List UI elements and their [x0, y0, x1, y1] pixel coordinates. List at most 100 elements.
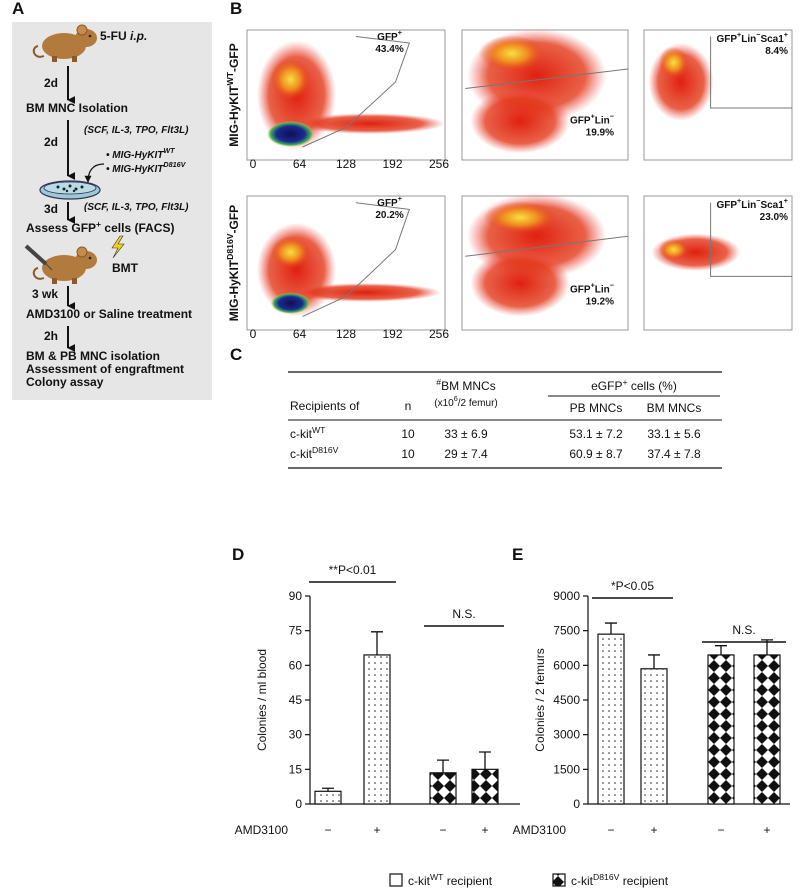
y-tick-label: 90	[289, 589, 303, 603]
table-header: PB MNCs	[570, 401, 623, 415]
x-tick-label: 192	[382, 327, 402, 341]
time-label: 3d	[44, 202, 58, 216]
density-blob	[270, 236, 311, 269]
gate	[710, 36, 792, 109]
text-run: Lin	[741, 34, 756, 45]
text-run: WT	[430, 872, 444, 882]
y-tick-label: 0	[295, 797, 302, 811]
text-run: BM MNCs	[441, 379, 496, 393]
text-run: 6	[454, 394, 458, 403]
table-cell: c-kitWT	[290, 425, 326, 441]
gate	[465, 235, 629, 257]
text-run: (x10	[434, 398, 454, 409]
density-blob	[266, 121, 315, 147]
y-tick-label: 1500	[553, 762, 580, 776]
x-row-label: AMD3100	[513, 823, 567, 837]
y-axis-label: Colonies / ml blood	[255, 649, 269, 751]
error-bar	[371, 631, 383, 655]
syringe-icon	[24, 244, 53, 271]
x-tick-label: 64	[293, 327, 307, 341]
x-tick-label: 128	[336, 157, 356, 171]
bar	[471, 768, 499, 805]
y-tick-label: 45	[289, 693, 303, 707]
y-tick-label: 0	[573, 797, 580, 811]
gate	[465, 68, 629, 89]
x-tick-label: 192	[382, 157, 402, 171]
error-bar	[322, 787, 334, 792]
panel-letter: C	[230, 345, 242, 364]
text-run: WT	[163, 146, 175, 155]
y-tick-label: 3000	[553, 728, 580, 742]
condition-text: (SCF, IL-3, TPO, Flt3L)	[84, 125, 189, 136]
vector-text: • MIG-HyKITWT	[106, 146, 175, 161]
y-tick-label: 60	[289, 658, 303, 672]
row-label: MIG-HyKITD816V-GFP	[225, 205, 241, 321]
gate-label: GFP+Lin−Sca1+	[716, 196, 788, 211]
radiation-icon	[111, 235, 125, 259]
text-run: Lin	[595, 116, 610, 127]
gate	[302, 202, 411, 318]
density-blob	[290, 283, 442, 302]
gate-label: GFP+	[377, 194, 402, 209]
density-blob	[483, 201, 557, 234]
bar	[597, 633, 625, 805]
text-run: D816V	[225, 233, 235, 260]
text-run: Sca1	[760, 34, 784, 45]
density-blob	[270, 292, 311, 314]
bar	[753, 654, 781, 805]
text-run: +	[96, 219, 101, 229]
text-run: Sca1	[760, 200, 784, 211]
error-bar	[648, 654, 660, 669]
panel-a-background	[12, 22, 212, 400]
gate	[710, 202, 792, 277]
density-blob	[658, 238, 689, 261]
x-row-label: AMD3100	[235, 823, 289, 837]
text-run: i.p.	[130, 29, 147, 43]
density-blob	[658, 46, 689, 79]
gate-percent: 43.4%	[375, 44, 403, 55]
x-tick-label: 256	[429, 157, 449, 171]
text-run: c-kit	[408, 874, 431, 888]
text-run: Lin	[741, 200, 756, 211]
text-run: MIG-HyKIT	[227, 85, 241, 147]
text-run: c-kit	[571, 874, 594, 888]
step-text: Assess GFP+ cells (FACS)	[26, 219, 174, 235]
gate-percent: 23.0%	[760, 212, 788, 223]
text-run: recipient	[443, 874, 492, 888]
text-run: GFP	[716, 34, 737, 45]
error-bar	[715, 645, 727, 655]
text-run: • MIG-HyKIT	[106, 164, 164, 175]
text-run: /2 femur)	[458, 398, 498, 409]
text-run: GFP	[377, 198, 398, 209]
y-tick-label: 6000	[553, 658, 580, 672]
step-text: BMT	[112, 261, 139, 275]
text-run: +	[591, 280, 595, 289]
text-run: cells (%)	[628, 379, 677, 393]
text-run: D816V	[312, 445, 339, 455]
text-run: recipient	[619, 874, 668, 888]
bar	[363, 654, 391, 805]
y-tick-label: 75	[289, 624, 303, 638]
text-run: −	[756, 30, 760, 39]
table-cell: 10	[401, 427, 415, 441]
text-run: D816V	[163, 160, 186, 169]
gate-label: GFP+Lin−	[570, 280, 614, 295]
panel-c: C Recipients of n #BM MNCs (x106/2 femur…	[230, 345, 722, 469]
text-run: -GFP	[227, 205, 241, 234]
text-run: GFP	[570, 284, 591, 295]
x-tick-label: 128	[336, 327, 356, 341]
text-run: −	[756, 196, 760, 205]
text-run: −	[610, 112, 614, 121]
text-run: • MIG-HyKIT	[106, 150, 164, 161]
step-text: AMD3100 or Saline treatment	[26, 307, 192, 321]
legend-label: c-kitWT recipient	[408, 872, 493, 888]
text-run: 5-FU	[100, 29, 130, 43]
panel-letter: D	[232, 545, 244, 564]
text-run: +	[622, 377, 627, 387]
text-run: MIG-HyKIT	[227, 259, 241, 321]
gate-label: GFP+	[377, 28, 402, 43]
vector-text: • MIG-HyKITD816V	[106, 160, 187, 175]
text-run: GFP	[377, 32, 398, 43]
time-label: 2d	[44, 135, 58, 149]
text-run: cells (FACS)	[101, 221, 174, 235]
